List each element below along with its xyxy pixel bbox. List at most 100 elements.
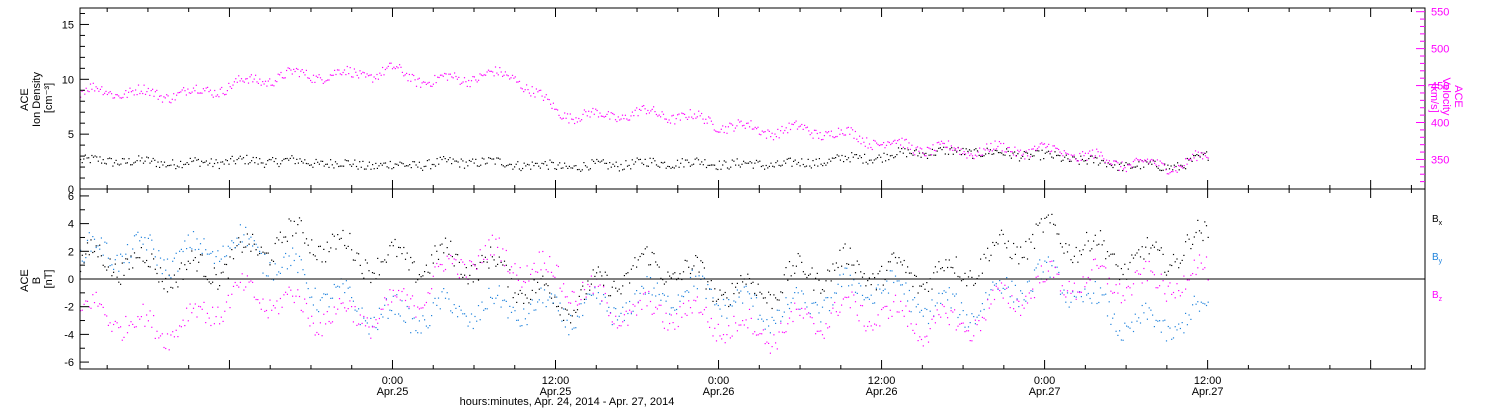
bx-point (959, 276, 961, 278)
bz-point (641, 308, 643, 310)
velocity-point (678, 113, 680, 115)
legend-bz: Bz (1432, 290, 1443, 303)
velocity-point (888, 141, 890, 144)
velocity-point (184, 90, 186, 92)
by-point (995, 283, 997, 285)
density-point (665, 167, 667, 169)
bz-point (243, 289, 245, 291)
by-point (771, 316, 773, 318)
bx-point (811, 267, 813, 269)
bz-point (418, 308, 420, 310)
bz-point (1205, 256, 1208, 258)
density-point (712, 164, 714, 166)
density-point (1057, 154, 1059, 156)
velocity-point (144, 93, 147, 95)
velocity-point (787, 132, 789, 134)
bx-point (1178, 267, 1180, 269)
bz-point (533, 262, 535, 264)
velocity-point (235, 78, 237, 80)
velocity-point (259, 78, 261, 80)
bx-point (656, 264, 658, 266)
velocity-point (919, 147, 921, 149)
velocity-point (164, 97, 166, 99)
bx-point (808, 274, 810, 276)
bx-point (717, 298, 719, 300)
density-point (470, 160, 472, 162)
by-point (818, 312, 820, 314)
bz-point (728, 325, 730, 327)
velocity-point (288, 67, 291, 70)
velocity-point (990, 142, 992, 145)
by-point (1188, 314, 1190, 316)
velocity-point (566, 113, 569, 115)
bx-point (590, 283, 592, 285)
bz-point (754, 331, 756, 333)
bz-point (377, 322, 379, 324)
bz-point (1011, 295, 1013, 297)
density-point (1004, 154, 1006, 156)
bz-point (927, 341, 930, 343)
bz-point (444, 268, 447, 271)
bz-point (375, 319, 377, 321)
velocity-point (792, 123, 794, 126)
by-point (462, 313, 464, 315)
by-point (205, 249, 207, 251)
bx-point (199, 254, 202, 256)
bz-point (500, 260, 502, 262)
bx-point (333, 235, 335, 237)
by-point (929, 310, 931, 312)
density-point (83, 158, 85, 160)
velocity-point (362, 71, 364, 73)
bx-point (632, 265, 634, 267)
by-point (432, 302, 434, 304)
bx-point (1152, 244, 1154, 246)
bx-point (408, 269, 410, 271)
bz-point (922, 345, 924, 347)
bz-point (828, 326, 831, 328)
density-point (986, 147, 988, 149)
bx-point (309, 252, 311, 254)
bz-point (860, 304, 862, 307)
bx-point (403, 246, 405, 249)
density-point (209, 162, 211, 164)
density-point (509, 163, 511, 165)
velocity-point (1130, 164, 1132, 166)
bz-point (705, 306, 707, 308)
bx-point (238, 237, 240, 239)
bz-point (1152, 271, 1154, 273)
velocity-point (168, 101, 171, 103)
bz-point (629, 309, 631, 311)
bz-point (1047, 270, 1049, 272)
density-point (1138, 161, 1140, 163)
density-point (683, 166, 685, 168)
bz-point (1044, 281, 1046, 283)
bz-point (325, 323, 327, 325)
velocity-point (228, 82, 230, 84)
density-point (681, 158, 683, 160)
density-point (443, 156, 445, 158)
bx-point (358, 253, 360, 255)
bx-point (1072, 261, 1074, 264)
density-point (828, 158, 830, 160)
velocity-point (677, 114, 679, 116)
density-point (312, 166, 314, 168)
bx-point (1143, 258, 1145, 260)
by-point (1165, 340, 1168, 342)
bz-point (175, 329, 177, 331)
density-point (162, 164, 164, 166)
velocity-point (916, 146, 919, 148)
velocity-point (554, 108, 556, 110)
bx-point (189, 262, 191, 264)
velocity-point (133, 94, 135, 96)
bx-point (670, 277, 672, 279)
by-point (533, 309, 535, 311)
bx-point (1030, 241, 1032, 243)
velocity-point (952, 149, 954, 151)
bz-point (597, 285, 599, 287)
bz-point (86, 300, 89, 302)
by-point (510, 311, 513, 313)
by-point (884, 288, 886, 290)
velocity-point (1000, 142, 1002, 145)
velocity-point (1113, 160, 1115, 162)
velocity-point (1004, 151, 1006, 153)
